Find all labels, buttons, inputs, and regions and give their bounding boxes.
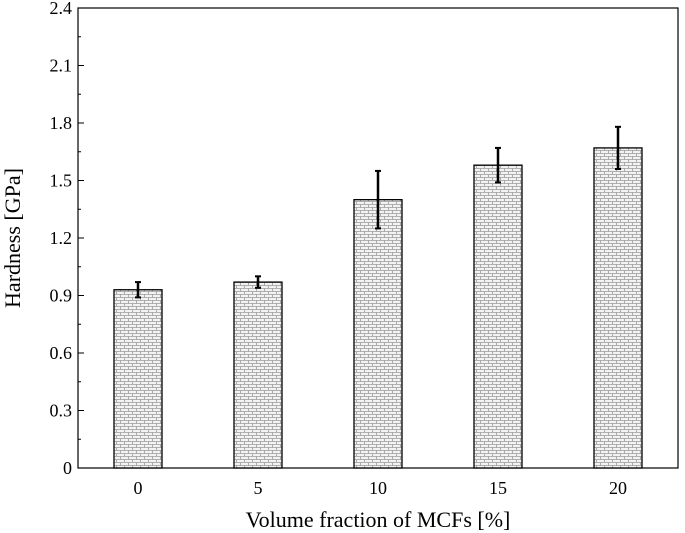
bar (353, 199, 403, 469)
y-tick-label: 2.1 (50, 56, 73, 76)
x-tick-label: 0 (134, 478, 143, 498)
y-tick-label: 1.5 (50, 171, 73, 191)
y-tick-label: 2.4 (50, 0, 73, 18)
y-tick-label: 1.2 (50, 228, 73, 248)
y-tick-label: 1.8 (50, 113, 73, 133)
y-tick-label: 0.6 (50, 343, 73, 363)
x-axis-title: Volume fraction of MCFs [%] (246, 507, 511, 532)
x-tick-label: 15 (489, 478, 507, 498)
y-tick-label: 0.3 (50, 401, 73, 421)
bars (113, 147, 643, 469)
y-axis-title: Hardness [GPa] (0, 168, 25, 308)
x-axis: 0 5 10 15 20 (134, 463, 627, 498)
bar (113, 289, 163, 469)
x-tick-label: 10 (369, 478, 387, 498)
y-axis: 0 0.3 0.6 0.9 1.2 1.5 1.8 2.1 2.4 (50, 0, 84, 478)
bar (473, 164, 523, 469)
y-tick-label: 0 (63, 458, 72, 478)
x-tick-label: 5 (254, 478, 263, 498)
x-tick-label: 20 (609, 478, 627, 498)
error-bars (135, 125, 621, 299)
y-tick-label: 0.9 (50, 286, 73, 306)
bar (593, 147, 643, 469)
bar (233, 281, 283, 469)
